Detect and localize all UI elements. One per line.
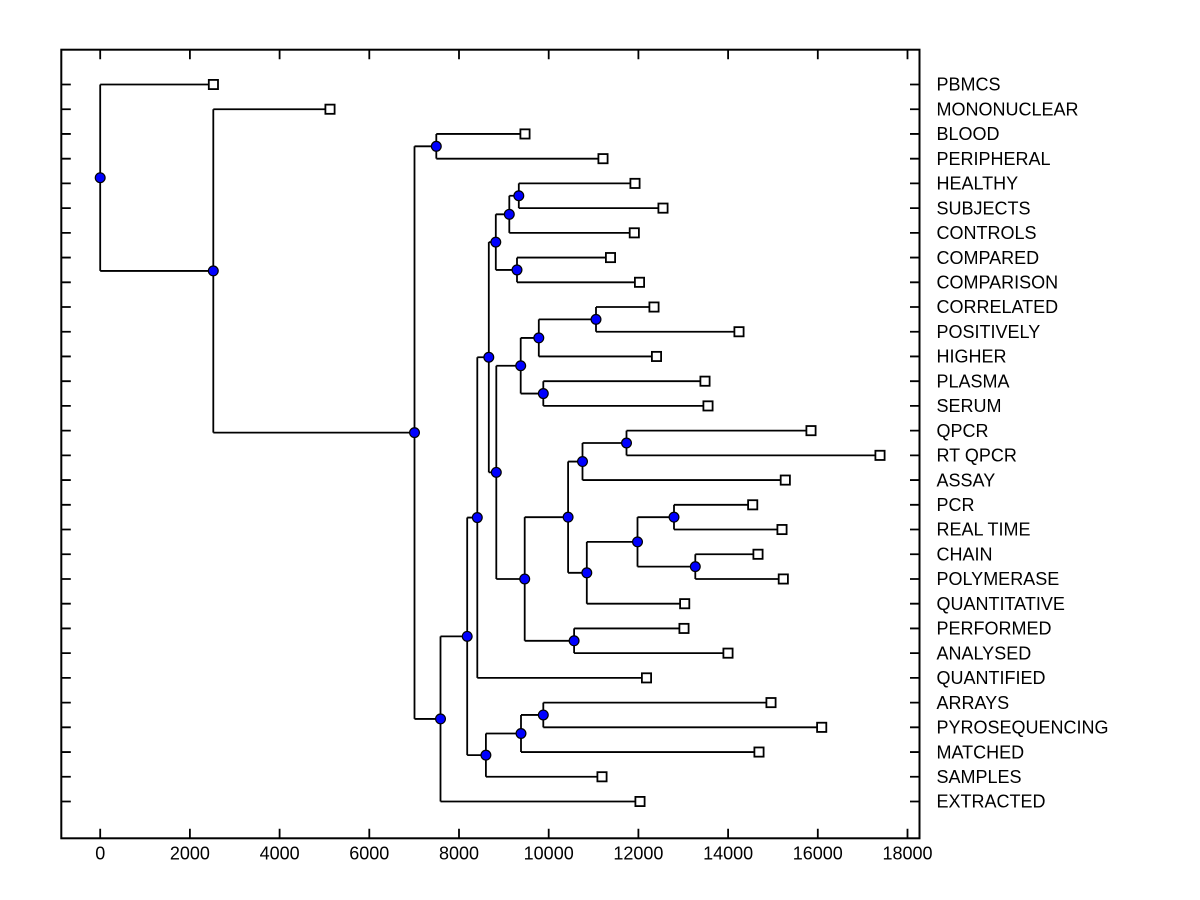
svg-text:6000: 6000: [349, 844, 389, 864]
svg-text:HEALTHY: HEALTHY: [937, 174, 1019, 194]
svg-text:CORRELATED: CORRELATED: [937, 297, 1059, 317]
svg-text:EXTRACTED: EXTRACTED: [937, 792, 1046, 812]
svg-text:PYROSEQUENCING: PYROSEQUENCING: [937, 718, 1109, 738]
svg-text:RT QPCR: RT QPCR: [937, 446, 1017, 466]
svg-text:10000: 10000: [524, 844, 574, 864]
svg-text:16000: 16000: [793, 844, 843, 864]
svg-text:MATCHED: MATCHED: [937, 742, 1025, 762]
svg-text:12000: 12000: [613, 844, 663, 864]
svg-text:SERUM: SERUM: [937, 396, 1002, 416]
svg-text:POLYMERASE: POLYMERASE: [937, 569, 1060, 589]
svg-text:4000: 4000: [260, 844, 300, 864]
svg-text:ARRAYS: ARRAYS: [937, 693, 1010, 713]
svg-text:PERFORMED: PERFORMED: [937, 619, 1052, 639]
svg-text:QUANTIFIED: QUANTIFIED: [937, 668, 1046, 688]
svg-text:ANALYSED: ANALYSED: [937, 643, 1032, 663]
svg-text:BLOOD: BLOOD: [937, 124, 1000, 144]
svg-text:ASSAY: ASSAY: [937, 470, 996, 490]
svg-text:REAL TIME: REAL TIME: [937, 520, 1031, 540]
svg-text:QPCR: QPCR: [937, 421, 989, 441]
svg-text:POSITIVELY: POSITIVELY: [937, 322, 1041, 342]
svg-text:18000: 18000: [882, 844, 932, 864]
svg-text:MONONUCLEAR: MONONUCLEAR: [937, 99, 1079, 119]
svg-text:PCR: PCR: [937, 495, 975, 515]
svg-text:2000: 2000: [170, 844, 210, 864]
svg-text:CHAIN: CHAIN: [937, 544, 993, 564]
svg-text:SAMPLES: SAMPLES: [937, 767, 1022, 787]
svg-text:PERIPHERAL: PERIPHERAL: [937, 149, 1051, 169]
svg-text:SUBJECTS: SUBJECTS: [937, 198, 1031, 218]
svg-text:8000: 8000: [439, 844, 479, 864]
svg-text:COMPARISON: COMPARISON: [937, 272, 1059, 292]
svg-text:0: 0: [95, 844, 105, 864]
svg-text:14000: 14000: [703, 844, 753, 864]
svg-text:QUANTITATIVE: QUANTITATIVE: [937, 594, 1065, 614]
svg-text:HIGHER: HIGHER: [937, 347, 1007, 367]
svg-text:PLASMA: PLASMA: [937, 371, 1010, 391]
svg-text:COMPARED: COMPARED: [937, 248, 1040, 268]
svg-text:PBMCS: PBMCS: [937, 75, 1001, 95]
svg-text:CONTROLS: CONTROLS: [937, 223, 1037, 243]
